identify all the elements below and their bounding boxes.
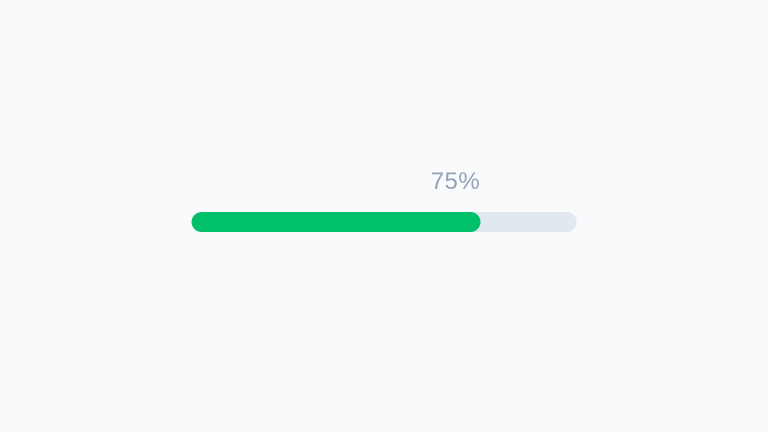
progress-widget: 75% [191, 168, 577, 232]
progress-bar-track [191, 212, 577, 232]
progress-label: 75% [430, 168, 481, 195]
progress-label-wrap: 75% [192, 168, 481, 196]
progress-bar-fill [191, 212, 481, 232]
